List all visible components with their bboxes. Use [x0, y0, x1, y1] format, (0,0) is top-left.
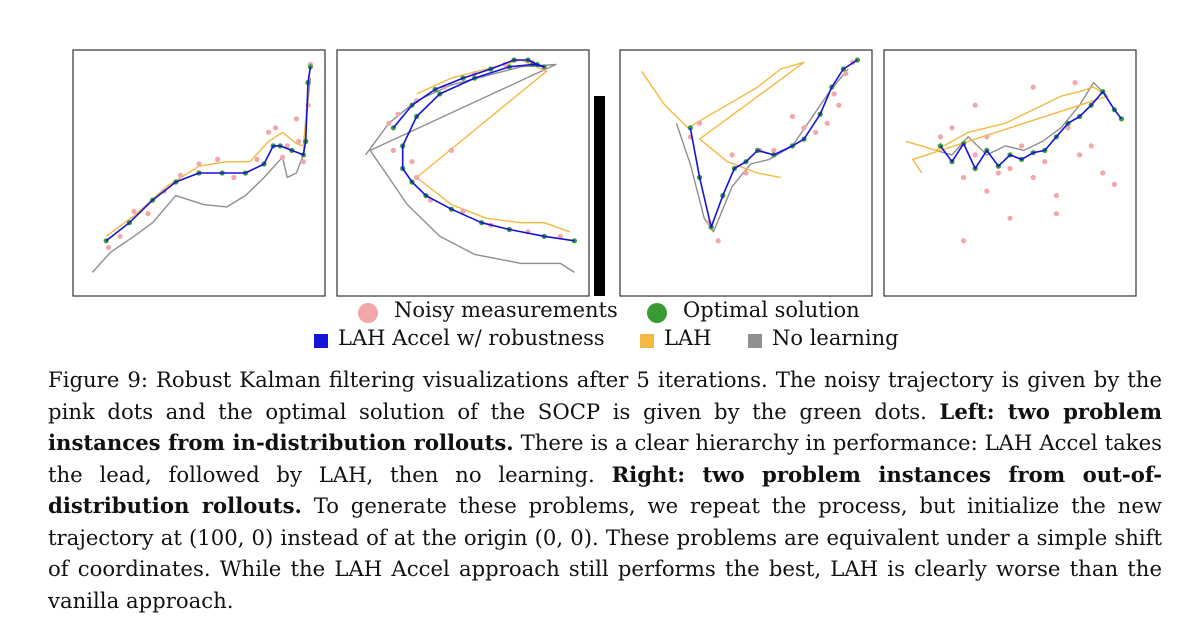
noisy-point [961, 238, 967, 244]
noisy-point [1053, 193, 1059, 199]
panel-frame [883, 49, 1137, 297]
lah-line [105, 64, 312, 237]
noisy-point [460, 208, 466, 214]
noisy-point [131, 208, 137, 214]
noisy-point [284, 143, 290, 149]
panel-left-2 [336, 49, 590, 297]
optimal-swatch [647, 303, 667, 323]
figure-9: Noisy measurements Optimal solution LAH … [0, 49, 1200, 356]
noisy-point [789, 113, 796, 120]
figure-plots [72, 49, 1137, 297]
lah-accel-line [392, 59, 575, 242]
noisy-point [972, 102, 978, 108]
noisy-point [1100, 170, 1106, 176]
no-learning-line [365, 63, 575, 273]
noisy-point [386, 120, 392, 126]
legend-no-learning-label: No learning [772, 326, 899, 350]
noisy-point [273, 125, 279, 131]
noisy-point [266, 129, 272, 135]
noisy-point [390, 147, 396, 153]
noisy-point [729, 152, 735, 158]
legend-lah-accel-label: LAH Accel w/ robustness [338, 326, 605, 350]
noisy-point [961, 174, 967, 181]
noisy-point [1065, 125, 1071, 131]
legend-optimal-label: Optimal solution [683, 298, 860, 322]
caption-left-bold: Left: two problem instances from in-dist… [48, 398, 1162, 456]
noisy-point [1072, 80, 1078, 86]
noisy-point [557, 233, 564, 239]
ood-divider [594, 96, 605, 296]
lah-accel-line [105, 66, 312, 242]
lah-accel-swatch [314, 334, 328, 348]
legend-lah-label: LAH [664, 326, 712, 350]
noisy-point [254, 156, 260, 162]
noisy-point [305, 102, 311, 108]
caption-intro: Robust Kalman filtering visualizations a… [48, 367, 1162, 424]
noisy-point [843, 71, 849, 77]
noisy-point [801, 125, 807, 131]
noisy-point [813, 129, 819, 135]
noisy-point [1088, 143, 1094, 149]
panel-right-1 [619, 49, 873, 297]
noisy-point [949, 125, 955, 131]
no-learning-swatch [748, 334, 762, 348]
noisy-point [196, 161, 202, 167]
noisy-point [1007, 165, 1013, 172]
noisy-point [300, 159, 306, 165]
panel-left-1 [72, 49, 326, 297]
noisy-point [409, 159, 415, 165]
noisy-point [1053, 211, 1059, 217]
noisy-point [293, 116, 299, 122]
legend-noisy-label: Noisy measurements [394, 298, 618, 322]
no-learning-line [675, 68, 849, 233]
noisy-point [937, 134, 944, 140]
noisy-point [215, 156, 221, 162]
lah-accel-line [689, 59, 858, 228]
noisy-point [836, 102, 842, 108]
noisy-point [105, 245, 112, 251]
noisy-point [117, 233, 123, 239]
noisy-point [1042, 159, 1048, 165]
noisy-point [296, 138, 302, 144]
noisy-point [177, 172, 183, 178]
noisy-point [697, 120, 703, 126]
noisy-point [972, 152, 978, 158]
legend-row-2: LAH Accel w/ robustness LAH No learning [0, 326, 1200, 356]
noisy-point [831, 91, 837, 97]
noisy-point [995, 170, 1002, 176]
noisy-point [279, 154, 286, 160]
caption-right-bold: Right: two problem instances from out-of… [48, 461, 1162, 519]
legend-row-1: Noisy measurements Optimal solution [0, 298, 1200, 328]
noisy-point [771, 147, 777, 153]
noisy-point [1019, 143, 1025, 149]
noisy-point [1111, 181, 1117, 187]
noisy-point [448, 147, 454, 153]
noisy-point [715, 238, 721, 244]
lah-line [641, 61, 805, 179]
noisy-point [414, 174, 420, 181]
noisy-swatch [358, 303, 378, 323]
noisy-point [824, 120, 830, 126]
figure-caption: Figure 9: Robust Kalman filtering visual… [48, 364, 1162, 616]
panel-frame [336, 49, 590, 297]
noisy-point [1030, 84, 1036, 90]
noisy-point [743, 170, 749, 176]
lah-swatch [640, 334, 654, 348]
noisy-point [1030, 174, 1036, 181]
panel-right-2 [883, 49, 1137, 297]
lah-accel-line [939, 90, 1123, 170]
noisy-point [1007, 215, 1013, 221]
caption-left-text: There is a clear hierarchy in performanc… [48, 430, 1162, 487]
noisy-point [984, 188, 990, 194]
caption-figure-label: Figure 9: [48, 367, 148, 392]
noisy-point [145, 211, 151, 217]
noisy-point [395, 111, 401, 117]
noisy-point [984, 134, 990, 140]
noisy-point [1077, 152, 1083, 158]
noisy-point [231, 174, 237, 181]
caption-right-text: To generate these problems, we repeat th… [48, 493, 1162, 613]
